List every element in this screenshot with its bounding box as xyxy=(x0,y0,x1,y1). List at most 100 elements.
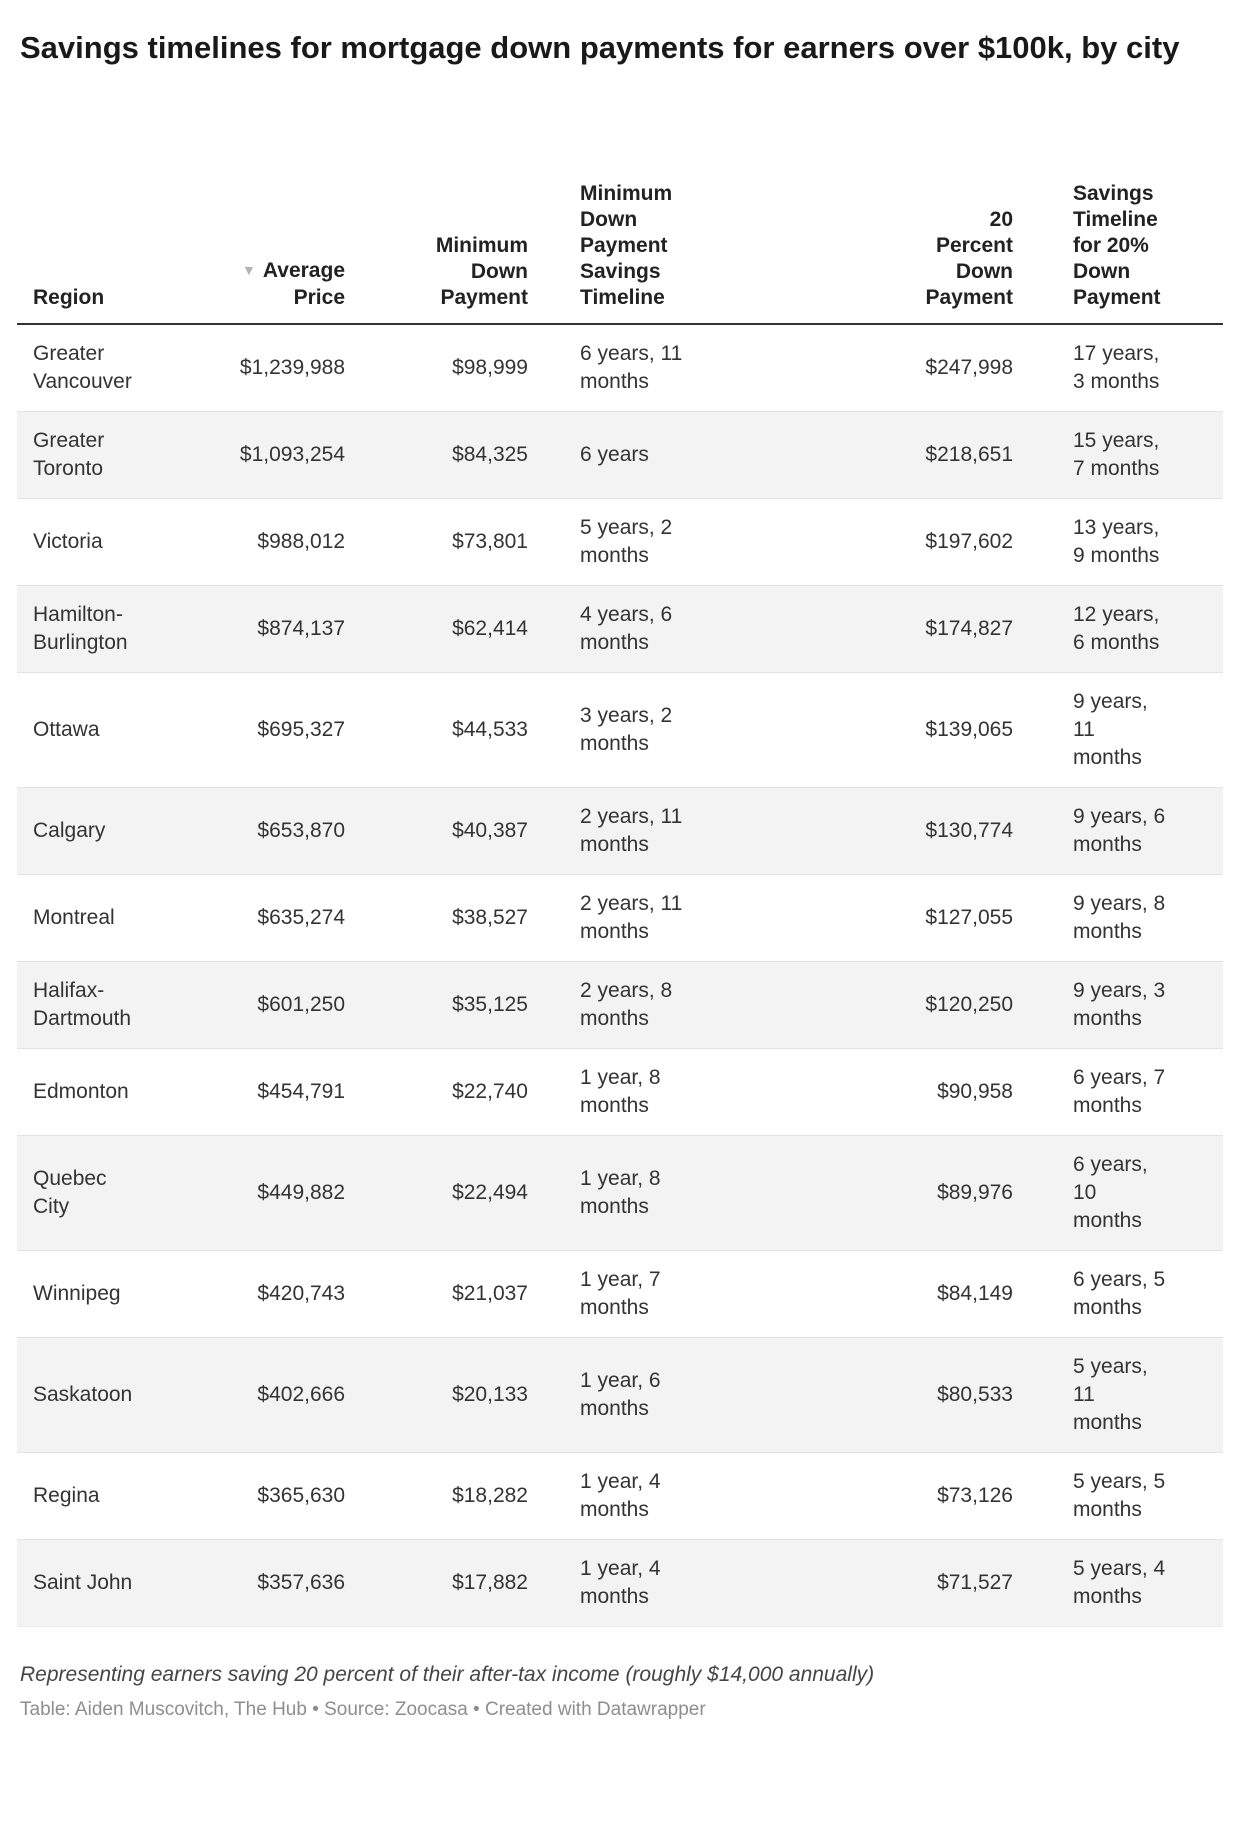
cell-savings-timeline-20pct: 5 years, 4 months xyxy=(1027,1540,1223,1627)
average-price-value: $357,636 xyxy=(257,1571,345,1594)
20-percent-down-payment-value: $120,250 xyxy=(925,993,1013,1016)
min-down-payment-value: $18,282 xyxy=(452,1484,528,1507)
cell-region: Edmonton xyxy=(17,1049,187,1136)
average-price-value: $635,274 xyxy=(257,906,345,929)
cell-20-percent-down-payment: $218,651 xyxy=(738,412,1027,499)
table-row: Ottawa $695,327 $44,533 3 years, 2 month… xyxy=(17,672,1223,788)
cell-savings-timeline-20pct: 6 years, 7 months xyxy=(1027,1049,1223,1136)
table-row: Victoria $988,012 $73,801 5 years, 2 mon… xyxy=(17,498,1223,586)
min-down-payment-value: $22,494 xyxy=(452,1181,528,1204)
cell-average-price: $454,791 xyxy=(187,1049,359,1136)
column-header-average-price[interactable]: ▼ Average Price xyxy=(187,129,359,324)
cell-20-percent-down-payment: $130,774 xyxy=(738,788,1027,875)
cell-min-down-payment: $98,999 xyxy=(359,324,542,412)
table-row: Hamilton- Burlington $874,137 $62,414 4 … xyxy=(17,585,1223,673)
cell-min-down-payment: $18,282 xyxy=(359,1453,542,1540)
cell-region: Saint John xyxy=(17,1540,187,1627)
table-row: Montreal $635,274 $38,527 2 years, 11 mo… xyxy=(17,874,1223,962)
cell-min-down-payment: $20,133 xyxy=(359,1338,542,1453)
20-percent-down-payment-value: $71,527 xyxy=(937,1571,1013,1594)
column-header-20-percent-down-payment[interactable]: 20 Percent Down Payment xyxy=(738,129,1027,324)
cell-20-percent-down-payment: $174,827 xyxy=(738,586,1027,673)
column-header-region[interactable]: Region xyxy=(17,129,187,324)
cell-20-percent-down-payment: $90,958 xyxy=(738,1049,1027,1136)
cell-min-down-payment: $62,414 xyxy=(359,586,542,673)
cell-min-dp-savings-timeline: 1 year, 8 months xyxy=(542,1136,738,1251)
region-value: Hamilton- Burlington xyxy=(33,603,128,654)
region-value: Regina xyxy=(33,1484,100,1507)
average-price-value: $653,870 xyxy=(257,819,345,842)
cell-min-dp-savings-timeline: 1 year, 7 months xyxy=(542,1251,738,1338)
table-header: Region ▼ Average Price Minimum Down Payme… xyxy=(17,129,1223,324)
credits: Table: Aiden Muscovitch, The Hub • Sourc… xyxy=(20,1699,706,1720)
20-percent-down-payment-value: $89,976 xyxy=(937,1181,1013,1204)
cell-min-down-payment: $40,387 xyxy=(359,788,542,875)
region-value: Victoria xyxy=(33,530,103,553)
20-percent-down-payment-value: $174,827 xyxy=(925,617,1013,640)
data-table: Region ▼ Average Price Minimum Down Payme… xyxy=(17,129,1223,1627)
cell-min-down-payment: $17,882 xyxy=(359,1540,542,1627)
average-price-value: $402,666 xyxy=(257,1383,345,1406)
cell-average-price: $601,250 xyxy=(187,962,359,1049)
min-dp-savings-timeline-value: 6 years, 11 months xyxy=(580,342,683,393)
table-row: Saskatoon $402,666 $20,133 1 year, 6 mon… xyxy=(17,1337,1223,1453)
average-price-value: $1,093,254 xyxy=(239,443,345,466)
cell-average-price: $1,093,254 xyxy=(187,412,359,499)
cell-20-percent-down-payment: $73,126 xyxy=(738,1453,1027,1540)
savings-timeline-20pct-value: 6 years, 7 months xyxy=(1073,1066,1166,1117)
column-header-label: Minimum Down Payment xyxy=(435,234,528,309)
cell-average-price: $874,137 xyxy=(187,586,359,673)
20-percent-down-payment-value: $90,958 xyxy=(937,1080,1013,1103)
average-price-value: $874,137 xyxy=(257,617,345,640)
sort-descending-icon: ▼ xyxy=(242,262,256,278)
column-header-savings-timeline-20pct[interactable]: Savings Timeline for 20% Down Payment xyxy=(1027,129,1223,324)
cell-region: Montreal xyxy=(17,875,187,962)
cell-region: Regina xyxy=(17,1453,187,1540)
savings-timeline-20pct-value: 9 years, 8 months xyxy=(1073,892,1166,943)
20-percent-down-payment-value: $73,126 xyxy=(937,1484,1013,1507)
min-dp-savings-timeline-value: 1 year, 6 months xyxy=(580,1369,661,1420)
cell-region: Quebec City xyxy=(17,1136,187,1251)
column-header-label: 20 Percent Down Payment xyxy=(925,208,1013,309)
savings-timeline-20pct-value: 6 years, 10 months xyxy=(1073,1153,1148,1232)
column-header-label: Region xyxy=(33,286,105,309)
cell-min-dp-savings-timeline: 2 years, 11 months xyxy=(542,788,738,875)
average-price-value: $454,791 xyxy=(257,1080,345,1103)
average-price-value: $1,239,988 xyxy=(239,356,345,379)
cell-region: Greater Vancouver xyxy=(17,324,187,412)
column-header-minimum-down-payment[interactable]: Minimum Down Payment xyxy=(359,129,542,324)
savings-timeline-20pct-value: 9 years, 6 months xyxy=(1073,805,1166,856)
savings-timeline-20pct-value: 9 years, 11 months xyxy=(1073,690,1148,769)
min-dp-savings-timeline-value: 1 year, 8 months xyxy=(580,1167,661,1218)
cell-region: Hamilton- Burlington xyxy=(17,586,187,673)
cell-20-percent-down-payment: $127,055 xyxy=(738,875,1027,962)
table-row: Winnipeg $420,743 $21,037 1 year, 7 mont… xyxy=(17,1250,1223,1338)
min-down-payment-value: $62,414 xyxy=(452,617,528,640)
cell-savings-timeline-20pct: 5 years, 11 months xyxy=(1027,1338,1223,1453)
cell-min-dp-savings-timeline: 1 year, 4 months xyxy=(542,1453,738,1540)
min-dp-savings-timeline-value: 4 years, 6 months xyxy=(580,603,673,654)
cell-min-dp-savings-timeline: 1 year, 6 months xyxy=(542,1338,738,1453)
column-header-min-dp-savings-timeline[interactable]: Minimum Down Payment Savings Timeline xyxy=(542,129,738,324)
footnote: Representing earners saving 20 percent o… xyxy=(20,1663,875,1686)
cell-region: Halifax- Dartmouth xyxy=(17,962,187,1049)
savings-timeline-20pct-value: 15 years, 7 months xyxy=(1073,429,1160,480)
region-value: Saint John xyxy=(33,1571,133,1594)
cell-average-price: $635,274 xyxy=(187,875,359,962)
cell-average-price: $357,636 xyxy=(187,1540,359,1627)
cell-min-down-payment: $73,801 xyxy=(359,499,542,586)
cell-min-down-payment: $22,740 xyxy=(359,1049,542,1136)
min-down-payment-value: $84,325 xyxy=(452,443,528,466)
savings-timeline-20pct-value: 5 years, 4 months xyxy=(1073,1557,1166,1608)
region-value: Winnipeg xyxy=(33,1282,121,1305)
column-header-label: Average Price xyxy=(262,259,345,309)
table-row: Edmonton $454,791 $22,740 1 year, 8 mont… xyxy=(17,1048,1223,1136)
20-percent-down-payment-value: $80,533 xyxy=(937,1383,1013,1406)
cell-savings-timeline-20pct: 6 years, 10 months xyxy=(1027,1136,1223,1251)
cell-savings-timeline-20pct: 5 years, 5 months xyxy=(1027,1453,1223,1540)
cell-average-price: $402,666 xyxy=(187,1338,359,1453)
cell-min-down-payment: $21,037 xyxy=(359,1251,542,1338)
20-percent-down-payment-value: $247,998 xyxy=(925,356,1013,379)
table-row: Greater Vancouver $1,239,988 $98,999 6 y… xyxy=(17,324,1223,412)
savings-timeline-20pct-value: 13 years, 9 months xyxy=(1073,516,1160,567)
